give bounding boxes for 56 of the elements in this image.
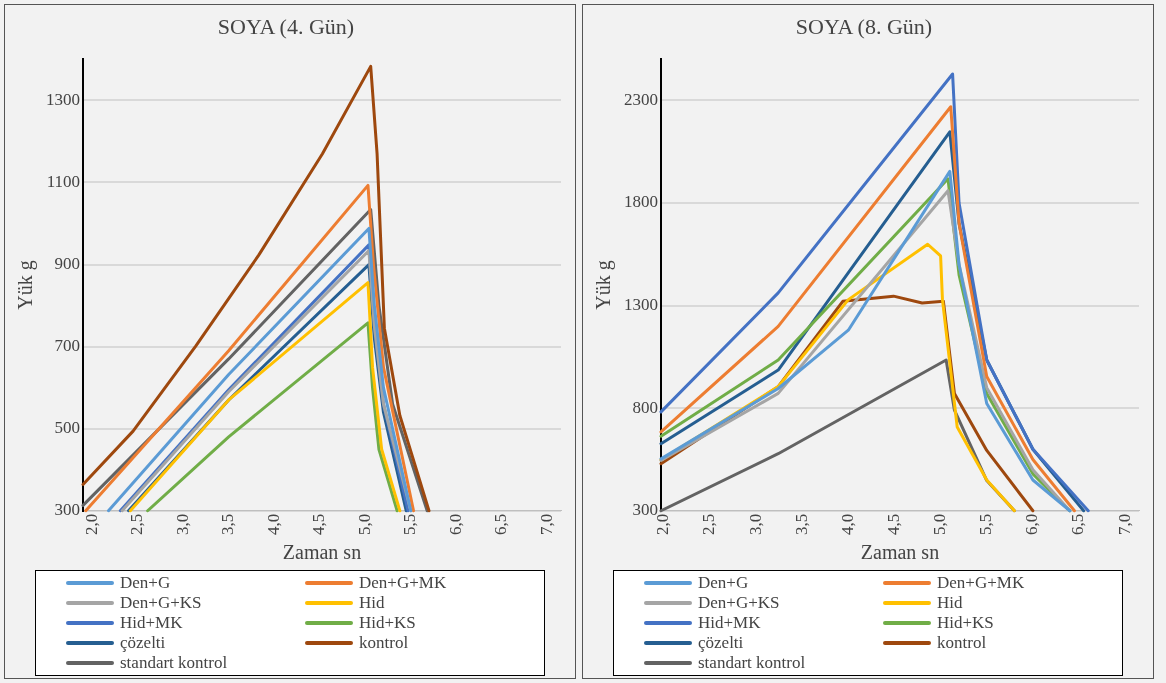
legend-label: çözelti [698, 633, 744, 653]
legend-label: Hid [937, 593, 963, 613]
y-tick-label: 500 [54, 418, 80, 438]
y-tick-label: 1100 [46, 171, 80, 191]
x-tick-label: 6,5 [1068, 513, 1088, 535]
legend-label: Den+G+MK [937, 573, 1025, 593]
x-tick-label: 5,5 [976, 513, 996, 535]
y-tick-label: 1300 [624, 295, 658, 315]
x-axis-title: Zaman sn [282, 541, 362, 564]
x-tick-label: 3,0 [172, 513, 192, 535]
legend-label: kontrol [937, 633, 987, 653]
x-tick-label: 3,5 [218, 513, 238, 535]
x-tick-label: 3,5 [791, 513, 811, 535]
y-tick-label: 900 [54, 254, 80, 274]
chart-title: SOYA (8. Gün) [795, 13, 933, 39]
x-tick-label: 6,5 [491, 513, 511, 535]
y-tick-label: 300 [54, 500, 80, 520]
x-tick-label: 3,0 [745, 513, 765, 535]
legend-label: Den+G+KS [698, 593, 780, 613]
legend-label: Den+G+KS [120, 593, 202, 613]
x-tick-label: 6,0 [1022, 513, 1042, 535]
y-tick-label: 800 [632, 397, 658, 417]
y-tick-label: 700 [54, 336, 80, 356]
legend-label: Hid [359, 593, 385, 613]
x-axis-title: Zaman sn [860, 541, 940, 564]
x-tick-label: 4,0 [263, 513, 283, 535]
chart-title: SOYA (4. Gün) [217, 13, 355, 39]
x-tick-label: 5,5 [400, 513, 420, 535]
y-tick-label: 2300 [624, 89, 658, 109]
x-tick-label: 4,0 [837, 513, 857, 535]
y-tick-label: 1800 [624, 192, 658, 212]
x-tick-label: 2,5 [699, 513, 719, 535]
x-tick-label: 7,0 [536, 513, 556, 535]
legend-label: Den+G [120, 573, 171, 593]
legend-label: kontrol [359, 633, 409, 653]
legend-label: Den+G+MK [359, 573, 447, 593]
x-tick-label: 5,0 [930, 513, 950, 535]
legend-label: standart kontrol [698, 653, 806, 673]
legend-label: standart kontrol [120, 653, 228, 673]
legend-label: çözelti [120, 633, 166, 653]
legend-label: Hid+KS [937, 613, 994, 633]
y-tick-label: 1300 [46, 89, 80, 109]
y-tick-label: 300 [632, 500, 658, 520]
x-tick-label: 5,0 [354, 513, 374, 535]
legend-label: Hid+MK [698, 613, 761, 633]
x-tick-label: 7,0 [1114, 513, 1134, 535]
x-tick-label: 6,0 [445, 513, 465, 535]
x-tick-label: 4,5 [309, 513, 329, 535]
x-tick-label: 4,5 [883, 513, 903, 535]
legend-label: Hid+KS [359, 613, 416, 633]
y-axis-title: Yük g [14, 260, 38, 310]
legend-label: Hid+MK [120, 613, 183, 633]
legend-label: Den+G [698, 573, 749, 593]
x-tick-label: 2,0 [81, 513, 101, 535]
x-tick-label: 2,5 [127, 513, 147, 535]
y-axis-title: Yük g [592, 260, 616, 310]
